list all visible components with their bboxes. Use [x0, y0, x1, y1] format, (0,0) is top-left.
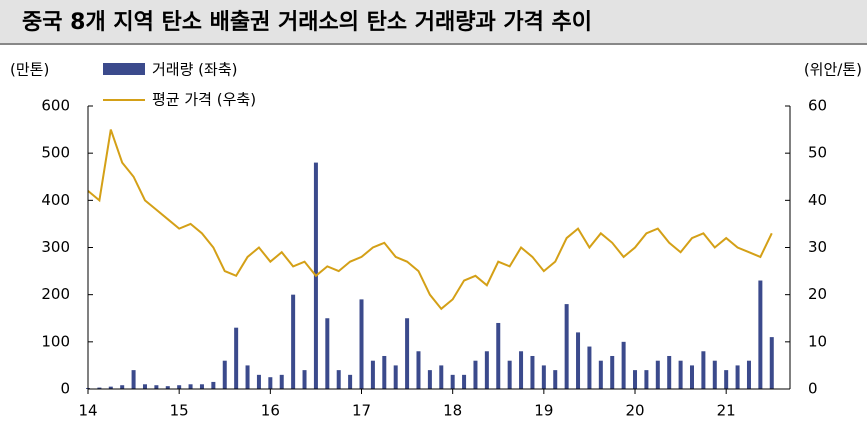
y2-tick-label: 60 — [808, 97, 827, 115]
bar — [587, 346, 592, 389]
y-tick-label: 0 — [60, 380, 70, 398]
y2-tick-label: 20 — [808, 285, 827, 303]
bar — [370, 360, 375, 389]
bar — [758, 280, 763, 389]
bar — [633, 370, 638, 389]
y2-axis-label: (위안/톤) — [804, 61, 862, 79]
bar — [131, 370, 136, 389]
chart-title: 중국 8개 지역 탄소 배출권 거래소의 탄소 거래량과 가격 추이 — [22, 10, 592, 35]
x-tick-label: 16 — [261, 402, 280, 420]
bar — [735, 365, 740, 389]
bar — [256, 374, 261, 389]
bar — [291, 294, 296, 389]
bar — [199, 384, 204, 389]
bar — [541, 365, 546, 389]
bar — [154, 385, 159, 389]
y-tick-label: 400 — [41, 191, 70, 209]
bar — [222, 360, 227, 389]
bar — [450, 374, 455, 389]
bar — [188, 384, 193, 389]
bar — [165, 386, 170, 389]
bar — [416, 351, 421, 389]
bar — [268, 377, 273, 389]
y2-tick-label: 50 — [808, 144, 827, 162]
bar — [507, 360, 512, 389]
bar — [712, 360, 717, 389]
bar — [462, 374, 467, 389]
bar — [553, 370, 558, 389]
bar — [496, 322, 501, 389]
bar — [655, 360, 660, 389]
bar — [530, 355, 535, 389]
bar — [97, 387, 102, 389]
price-line — [87, 129, 773, 311]
bar — [667, 355, 672, 389]
bar — [473, 360, 478, 389]
y2-tick-label: 40 — [808, 191, 827, 209]
bar — [769, 337, 774, 389]
bar — [120, 385, 125, 389]
bar — [336, 370, 341, 389]
bar — [211, 381, 216, 389]
legend-label: 평균 가격 (우축) — [152, 91, 256, 109]
bar — [484, 351, 489, 389]
x-tick-label: 14 — [78, 402, 97, 420]
y-tick-label: 600 — [41, 97, 70, 115]
bar — [348, 374, 353, 389]
bar — [108, 386, 113, 389]
x-tick-label: 20 — [625, 402, 644, 420]
legend-swatch — [103, 63, 145, 75]
bar — [689, 365, 694, 389]
bar — [382, 355, 387, 389]
y2-tick-label: 10 — [808, 332, 827, 350]
x-tick-label: 18 — [443, 402, 462, 420]
bar — [724, 370, 729, 389]
bar — [177, 385, 182, 389]
x-tick-label: 17 — [352, 402, 371, 420]
bar — [279, 374, 284, 389]
bar — [644, 370, 649, 389]
bar — [610, 355, 615, 389]
bar — [701, 351, 706, 389]
bar — [427, 370, 432, 389]
bar — [359, 299, 364, 389]
bar — [564, 304, 569, 389]
y2-tick-label: 0 — [808, 380, 818, 398]
bar — [234, 327, 239, 389]
bar — [519, 351, 524, 389]
bar — [393, 365, 398, 389]
bar — [621, 341, 626, 389]
bar — [439, 365, 444, 389]
y-tick-label: 100 — [41, 332, 70, 350]
bar — [142, 384, 147, 389]
x-tick-label: 15 — [170, 402, 189, 420]
y-tick-label: 300 — [41, 238, 70, 256]
bar — [405, 318, 410, 389]
bar — [576, 332, 581, 389]
bar — [302, 370, 307, 389]
bar — [245, 365, 250, 389]
bar — [325, 318, 330, 389]
title-band — [0, 0, 867, 44]
y-tick-label: 500 — [41, 144, 70, 162]
legend-label: 거래량 (좌축) — [152, 61, 237, 79]
bar — [598, 360, 603, 389]
y-tick-label: 200 — [41, 285, 70, 303]
y2-tick-label: 30 — [808, 238, 827, 256]
x-tick-label: 21 — [717, 402, 736, 420]
bar — [746, 360, 751, 389]
y-axis-label: (만톤) — [10, 61, 49, 79]
x-tick-label: 19 — [534, 402, 553, 420]
bar — [678, 360, 683, 389]
